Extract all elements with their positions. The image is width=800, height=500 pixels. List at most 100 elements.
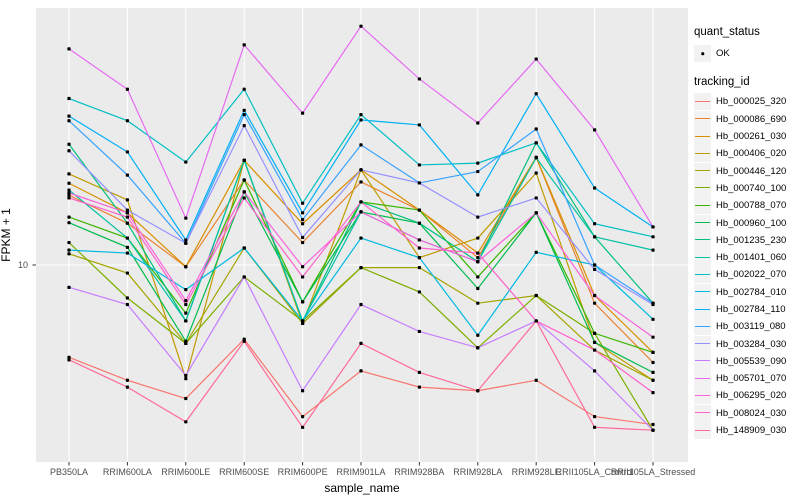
- data-point: [67, 215, 71, 219]
- x-tick-label-RRII105LA_Control: RRII105LA_Control: [555, 467, 634, 477]
- legend-item-Hb_000788_070: Hb_000788_070: [694, 197, 786, 215]
- data-point: [651, 225, 655, 229]
- data-point: [184, 265, 188, 269]
- data-point: [301, 425, 305, 429]
- data-point: [242, 190, 246, 194]
- legend-item-label: Hb_008024_030: [716, 407, 787, 419]
- data-point: [67, 221, 71, 225]
- line-key-icon: [694, 179, 711, 197]
- data-point: [417, 370, 421, 374]
- data-point: [242, 246, 246, 250]
- data-point: [593, 425, 597, 429]
- legend-item-label: Hb_148909_030: [716, 425, 787, 437]
- data-point: [417, 77, 421, 81]
- data-point: [242, 108, 246, 112]
- data-point: [417, 221, 421, 225]
- legend-item-label: Hb_001235_230: [716, 234, 787, 246]
- data-point: [417, 256, 421, 260]
- legend-title-quant-status: quant_status: [694, 26, 760, 38]
- legend-item-Hb_000025_320: Hb_000025_320: [694, 93, 786, 111]
- data-point: [359, 113, 363, 117]
- data-point: [359, 369, 363, 373]
- data-point: [651, 391, 655, 395]
- data-point: [125, 302, 129, 307]
- data-point: [184, 298, 188, 303]
- data-point: [301, 222, 305, 226]
- data-point: [651, 428, 655, 432]
- legend-item-label: Hb_000406_020: [716, 148, 787, 160]
- data-point: [67, 191, 71, 195]
- data-point: [125, 87, 129, 91]
- data-point: [184, 377, 188, 381]
- data-point: [184, 241, 188, 245]
- line-key-icon: [694, 404, 711, 422]
- data-point: [67, 358, 71, 362]
- x-tick-label-RRIM928LA: RRIM928LA: [453, 467, 503, 477]
- data-point: [651, 248, 655, 252]
- legend-item-Hb_002784_110: Hb_002784_110: [694, 301, 786, 318]
- data-point: [359, 266, 363, 270]
- data-point: [417, 266, 421, 270]
- data-point: [242, 178, 246, 182]
- legend-item-label: Hb_001401_060: [716, 252, 787, 264]
- data-point: [301, 321, 305, 326]
- data-point: [417, 290, 421, 294]
- line-key-icon: [694, 422, 711, 440]
- data-point: [476, 275, 480, 279]
- data-point: [534, 196, 538, 200]
- data-point: [359, 341, 363, 345]
- line-key-icon: [694, 145, 711, 163]
- data-point: [67, 149, 71, 153]
- legend-title-tracking-id: tracking_id: [694, 76, 750, 89]
- line-key-icon: [694, 110, 711, 128]
- data-point: [534, 141, 538, 145]
- data-point: [301, 319, 305, 323]
- data-point: [651, 235, 655, 239]
- x-tick-label-RRIM600PE: RRIM600PE: [277, 467, 328, 477]
- data-point: [67, 142, 71, 146]
- data-point: [476, 260, 480, 264]
- data-point: [593, 222, 597, 226]
- data-point: [476, 251, 480, 255]
- data-point: [242, 158, 246, 162]
- data-point: [184, 396, 188, 401]
- data-point: [125, 271, 129, 275]
- data-point: [476, 301, 480, 305]
- legend-item-Hb_000261_030: Hb_000261_030: [694, 128, 786, 146]
- data-point: [593, 267, 597, 271]
- legend-item-Hb_000446_120: Hb_000446_120: [694, 162, 786, 180]
- data-point: [67, 285, 71, 289]
- data-point: [476, 121, 480, 125]
- x-tick-label-PB350LA: PB350LA: [49, 467, 89, 477]
- data-point: [359, 200, 363, 204]
- data-point: [593, 348, 597, 352]
- data-point: [67, 119, 71, 123]
- data-point: [125, 208, 129, 212]
- data-point: [67, 181, 71, 185]
- data-point: [651, 335, 655, 339]
- data-point: [534, 319, 538, 323]
- data-point: [593, 293, 597, 298]
- legend-item-label: Hb_005701_070: [716, 373, 787, 385]
- legend-item-label: Hb_000086_690: [716, 113, 787, 125]
- data-point: [67, 355, 71, 359]
- line-key-icon: [694, 335, 711, 353]
- x-tick-label-RRII105LA_Stressed: RRII105LA_Stressed: [610, 467, 696, 477]
- data-point: [184, 238, 188, 242]
- data-point: [67, 172, 71, 176]
- line-key-icon: [694, 352, 711, 370]
- data-point: [359, 236, 363, 240]
- line-key-icon: [694, 249, 711, 267]
- data-point: [593, 128, 597, 132]
- x-tick-label-RRIM600LE: RRIM600LE: [161, 467, 211, 477]
- data-point: [67, 188, 71, 192]
- line-key-icon: [694, 370, 711, 388]
- data-point: [184, 373, 188, 378]
- y-axis-title: FPKM + 1: [0, 208, 13, 262]
- x-tick-label-RRIM901LA: RRIM901LA: [336, 467, 386, 477]
- data-point: [359, 118, 363, 122]
- line-key-icon: [694, 301, 711, 318]
- data-point: [534, 156, 538, 160]
- data-point: [476, 333, 480, 337]
